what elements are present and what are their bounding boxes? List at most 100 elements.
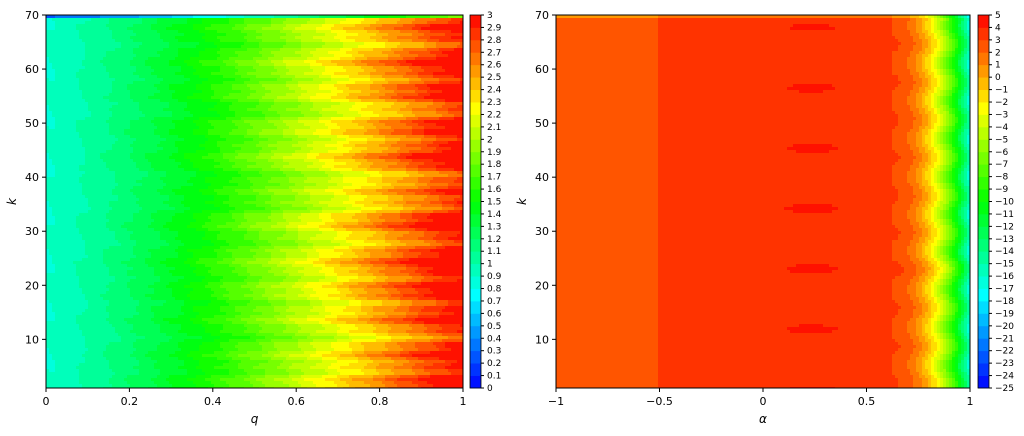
colorbar-band	[470, 15, 481, 28]
colorbar-tick-label: 2.8	[487, 36, 502, 46]
colorbar-tick-label: −6	[995, 148, 1009, 158]
x-tick-label: 0.2	[121, 395, 139, 408]
colorbar-band	[470, 288, 481, 302]
y-tick-label: 70	[25, 9, 39, 22]
colorbar-band	[978, 151, 989, 165]
colorbar-tick-label: −17	[995, 285, 1014, 295]
x-tick-label: −0.5	[646, 395, 673, 408]
colorbar-tick-label: 0.3	[487, 347, 501, 357]
colorbar-tick-label: −9	[995, 185, 1009, 195]
colorbar-band	[978, 15, 989, 28]
colorbar-tick-label: −16	[995, 272, 1014, 282]
x-tick-label: 0	[43, 395, 50, 408]
colorbar-tick-label: 1.6	[487, 185, 502, 195]
colorbar-band	[978, 39, 989, 53]
colorbar-band	[978, 325, 989, 339]
plot-frame	[45, 14, 464, 389]
y-axis-title: k	[515, 197, 529, 205]
colorbar-band	[470, 251, 481, 265]
colorbar-tick-label: −22	[995, 347, 1014, 357]
colorbar: 0 0.1 0.2 0.3 0.4 0.5 0.6 0.7 0.8 0.9 1 1.1 1.2 1.3 1.…	[469, 11, 502, 394]
colorbar-tick-label: 3	[487, 11, 493, 21]
colorbar-band	[470, 263, 481, 277]
x-tick-label: 0.8	[371, 395, 389, 408]
colorbar-band	[470, 64, 481, 78]
colorbar-tick-label: 0.1	[487, 372, 501, 382]
colorbar-band	[978, 213, 989, 227]
colorbar-tick-label: −20	[995, 322, 1014, 332]
colorbar-band	[470, 325, 481, 339]
colorbar-tick-label: −4	[995, 123, 1009, 133]
x-tick-label: 1	[967, 395, 974, 408]
colorbar-band	[470, 114, 481, 128]
colorbar-tick-label: 0.6	[487, 309, 502, 319]
colorbar-band	[470, 89, 481, 103]
colorbar-tick-label: 1.8	[487, 160, 502, 170]
colorbar-tick-label: −23	[995, 359, 1014, 369]
colorbar-band	[978, 350, 989, 364]
colorbar-tick-label: 0.7	[487, 297, 501, 307]
y-axis-title: k	[5, 197, 19, 205]
y-tick-label: 40	[25, 171, 39, 184]
colorbar-band	[978, 189, 989, 202]
colorbar-band	[978, 139, 989, 153]
colorbar-tick-label: −1	[995, 86, 1008, 96]
contour-panel-alpha: −1 −0.5 0 0.5 110203040506070αk543210−1−2−3−…	[515, 9, 1014, 426]
colorbar-tick-label: 2.4	[487, 86, 502, 96]
y-tick-label: 10	[25, 333, 39, 346]
colorbar-band	[470, 176, 481, 190]
colorbar-band	[470, 52, 481, 66]
colorbar: 5 4 3 2 1 0 −1 −2 −3 −4 −5 −6 −7 −8 −9 −10 −11 −12 −13 −14 −…	[977, 11, 1014, 394]
x-tick-label: 0.6	[287, 395, 305, 408]
colorbar-band	[978, 276, 989, 289]
colorbar-band	[470, 27, 481, 41]
colorbar-band	[470, 363, 481, 376]
colorbar-band	[978, 288, 989, 302]
x-tick-label: −1	[548, 395, 564, 408]
colorbar-tick-label: 2	[995, 48, 1001, 58]
colorbar-band	[470, 39, 481, 53]
colorbar-tick-label: −12	[995, 222, 1014, 232]
x-axis-title: q	[251, 412, 259, 426]
colorbar-tick-label: 1.3	[487, 222, 501, 232]
colorbar-band	[978, 201, 989, 215]
colorbar-tick-label: 1	[995, 61, 1001, 71]
y-tick-label: 50	[25, 117, 39, 130]
colorbar-tick-label: 2.5	[487, 73, 501, 83]
contour-fill	[46, 15, 463, 388]
colorbar-band	[978, 102, 989, 115]
colorbar-tick-label: −2	[995, 98, 1008, 108]
x-tick-label: 0	[760, 395, 767, 408]
contour-fill	[556, 15, 970, 388]
colorbar-band	[470, 102, 481, 115]
colorbar-tick-label: 2.1	[487, 123, 501, 133]
colorbar-band	[978, 338, 989, 352]
colorbar-band	[470, 338, 481, 352]
colorbar-tick-label: 0	[487, 384, 493, 394]
colorbar-band	[470, 126, 481, 140]
colorbar-band	[978, 77, 989, 90]
y-tick-label: 60	[535, 63, 549, 76]
y-tick-label: 10	[535, 333, 549, 346]
colorbar-tick-label: 5	[995, 11, 1001, 21]
colorbar-band	[470, 77, 481, 90]
colorbar-tick-label: −5	[995, 135, 1008, 145]
colorbar-tick-label: −21	[995, 334, 1014, 344]
colorbar-band	[978, 52, 989, 66]
colorbar-tick-label: −3	[995, 110, 1008, 120]
colorbar-band	[978, 176, 989, 190]
colorbar-tick-label: −10	[995, 198, 1014, 208]
x-tick-label: 1	[460, 395, 467, 408]
colorbar-band	[978, 27, 989, 41]
colorbar-band	[978, 375, 989, 389]
colorbar-tick-label: 2.7	[487, 48, 501, 58]
y-tick-label: 50	[535, 117, 549, 130]
contour-panel-q: 0 0.2 0.4 0.6 0.8 1 10 20 30 40 50 60 70 q k 0 0.1 0.2 0.3…	[5, 9, 502, 426]
colorbar-tick-label: 4	[995, 23, 1001, 33]
colorbar-tick-label: −25	[995, 384, 1014, 394]
colorbar-tick-label: 2	[487, 135, 493, 145]
x-tick-label: 0.5	[858, 395, 876, 408]
colorbar-band	[978, 300, 989, 314]
colorbar-tick-label: 0.5	[487, 322, 501, 332]
